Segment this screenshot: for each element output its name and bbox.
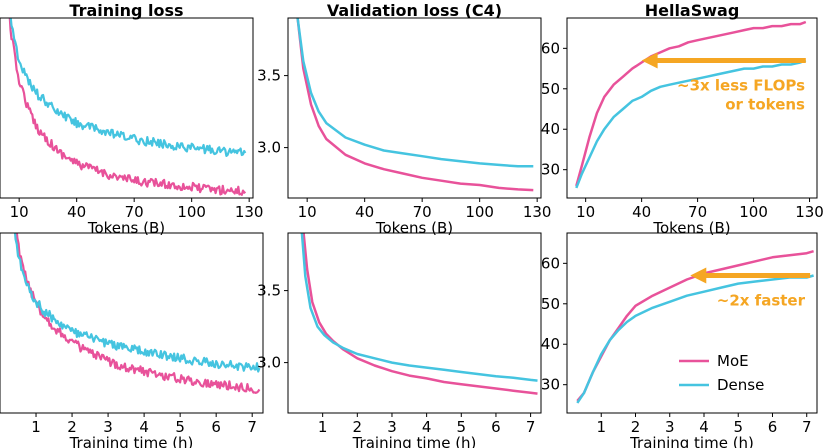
x-tick-label: 6	[211, 418, 221, 436]
x-tick-label: 3	[665, 418, 675, 436]
x-axis-label: Training time (h)	[352, 434, 477, 448]
x-tick-label: 4	[699, 418, 709, 436]
y-tick-label: 60	[541, 39, 560, 57]
x-tick-label: 6	[491, 418, 501, 436]
x-axis-label: Training time (h)	[629, 434, 754, 448]
x-tick-label: 100	[739, 203, 768, 221]
series-line-moe	[575, 20, 807, 187]
legend-label-moe: MoE	[717, 352, 749, 370]
plot-frame	[287, 17, 542, 199]
plot-frame	[0, 232, 264, 414]
chart-panel-2: Validation loss (C4) 10 40 70 100 130 3.0 3.5 To…	[257, 1, 551, 237]
plot-frame	[566, 232, 818, 414]
series-line-dense	[296, 18, 534, 168]
x-tick-label: 7	[247, 418, 257, 436]
x-axis-label: Tokens (B)	[652, 219, 730, 237]
series-group	[300, 233, 538, 395]
x-axis-label: Tokens (B)	[375, 219, 453, 237]
x-tick-label: 1	[596, 418, 606, 436]
plot-frame	[287, 232, 542, 414]
y-tick-label: 40	[541, 120, 560, 138]
chart-panel-4: 12345672.42.62.83.03.2Training time (h)	[0, 232, 264, 448]
chart-panel-1: Training loss1040701001302.42.62.83.03.2…	[0, 1, 263, 237]
annotation-text: ~3x less FLOPs	[677, 76, 805, 94]
y-tick-label: 3.0	[257, 354, 281, 372]
x-tick-label: 3	[387, 418, 397, 436]
legend-label-dense: Dense	[717, 376, 764, 394]
series-line-moe	[296, 18, 534, 192]
plot-frame	[566, 17, 818, 199]
chart-panel-3: HellaSwag 10 40 70 100 130 30 40 50 60 Tokens (B) ~…	[541, 1, 824, 237]
series-line-moe	[302, 233, 538, 395]
x-axis-label: Training time (h)	[69, 434, 194, 448]
y-tick-label: 3.5	[257, 282, 281, 300]
series-line-dense	[13, 233, 261, 373]
annotation-arrowhead	[641, 52, 658, 69]
annotation-arrowhead	[690, 267, 707, 284]
series-line-dense	[300, 233, 538, 382]
y-tick-label: 60	[541, 254, 560, 272]
y-tick-label: 3.0	[257, 139, 281, 157]
x-tick-label: 10	[298, 203, 317, 221]
x-tick-label: 40	[632, 203, 651, 221]
plot-frame	[0, 17, 254, 199]
x-tick-label: 40	[355, 203, 374, 221]
x-tick-label: 3	[103, 418, 113, 436]
x-tick-label: 2	[353, 418, 363, 436]
series-group	[575, 20, 807, 189]
x-tick-label: 130	[523, 203, 552, 221]
chart-panel-5: 1 2 3 4 5 6 7 3.0 3.5 Training time (h)	[257, 232, 542, 448]
x-tick-label: 70	[125, 203, 144, 221]
x-tick-label: 5	[733, 418, 743, 436]
y-tick-label: 50	[541, 295, 560, 313]
y-tick-label: 30	[541, 161, 560, 179]
x-tick-label: 7	[802, 418, 812, 436]
x-tick-label: 5	[457, 418, 467, 436]
x-axis-label: Tokens (B)	[87, 219, 165, 237]
series-line-moe	[15, 233, 261, 394]
series-line-dense	[575, 59, 807, 189]
x-tick-label: 1	[31, 418, 41, 436]
x-tick-label: 70	[688, 203, 707, 221]
x-tick-label: 6	[768, 418, 778, 436]
series-group	[296, 18, 534, 192]
annotation-text: or tokens	[725, 95, 805, 113]
series-group	[8, 18, 247, 196]
x-tick-label: 10	[576, 203, 595, 221]
x-tick-label: 100	[177, 203, 206, 221]
annotation-text: ~2x faster	[717, 291, 806, 309]
x-tick-label: 4	[139, 418, 149, 436]
x-tick-label: 5	[175, 418, 185, 436]
x-tick-label: 40	[67, 203, 86, 221]
chart-title: HellaSwag	[645, 1, 740, 20]
x-tick-label: 7	[526, 418, 536, 436]
x-tick-label: 10	[10, 203, 29, 221]
x-tick-label: 130	[235, 203, 264, 221]
y-tick-label: 50	[541, 80, 560, 98]
y-tick-label: 40	[541, 335, 560, 353]
chart-title: Validation loss (C4)	[327, 1, 502, 20]
x-tick-label: 1	[318, 418, 328, 436]
x-tick-label: 2	[67, 418, 77, 436]
chart-title: Training loss	[69, 1, 183, 20]
series-line-moe	[8, 18, 247, 196]
series-group	[576, 249, 814, 404]
x-tick-label: 4	[422, 418, 432, 436]
x-tick-label: 2	[631, 418, 641, 436]
x-tick-label: 70	[413, 203, 432, 221]
series-group	[13, 233, 261, 394]
y-tick-label: 3.5	[257, 67, 281, 85]
x-tick-label: 130	[795, 203, 824, 221]
series-line-dense	[576, 274, 814, 404]
x-tick-label: 100	[465, 203, 494, 221]
series-line-dense	[9, 18, 247, 157]
chart-panel-6: 1 2 3 4 5 6 7 30 40 50 60 Training time (h) ~2x fast…	[541, 232, 818, 448]
y-tick-label: 30	[541, 376, 560, 394]
